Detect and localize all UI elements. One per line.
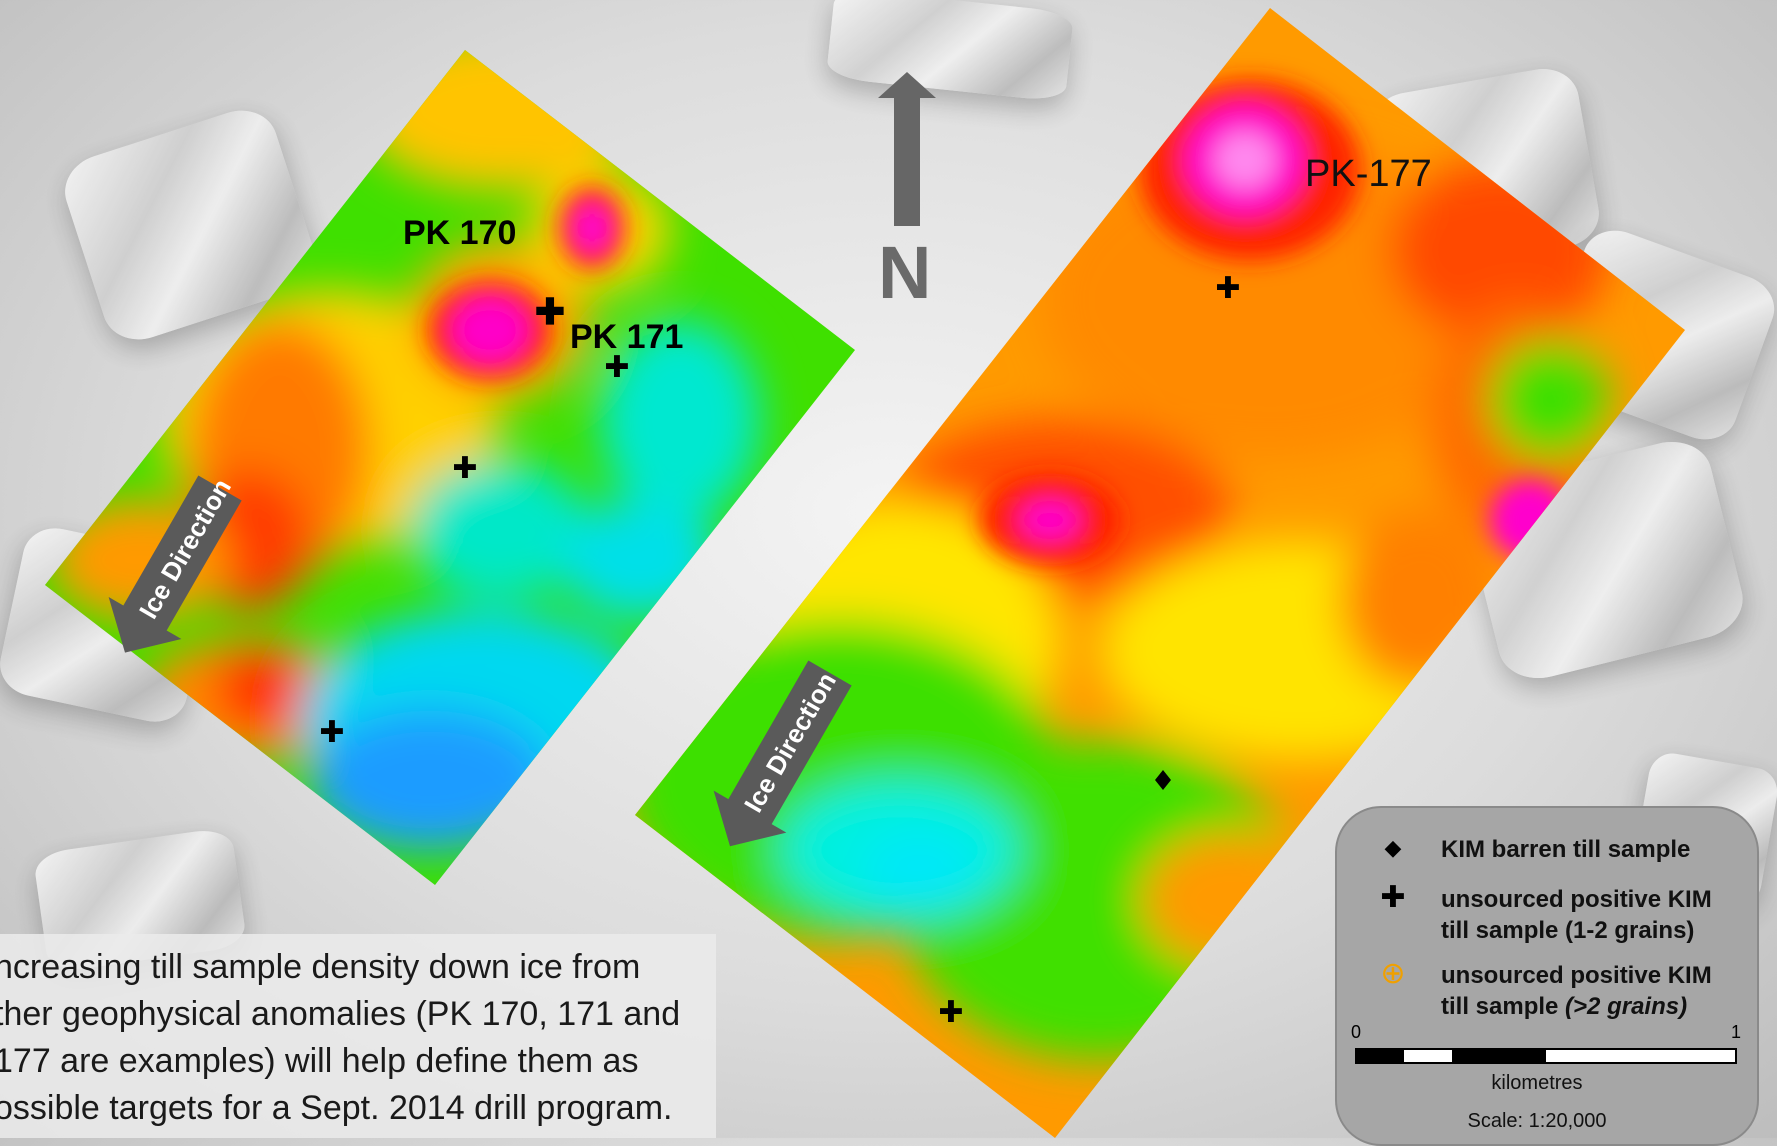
svg-text:✚: ✚ xyxy=(604,351,629,384)
scale-bar xyxy=(1355,1048,1737,1064)
pk177-label: PK-177 xyxy=(1305,153,1432,195)
caption-line: ncreasing till sample density down ice f… xyxy=(0,948,641,986)
north-arrow-icon xyxy=(878,72,936,226)
diamond-icon: ◆ xyxy=(1384,835,1402,860)
legend-box: ◆ KIM barren till sample ✚ unsourced pos… xyxy=(1335,806,1759,1146)
north-label: N xyxy=(878,231,932,314)
plus-icon: ✚ xyxy=(938,996,963,1029)
legend-item-label: unsourced positive KIM xyxy=(1441,886,1712,913)
scale-min-label: 0 xyxy=(1351,1022,1362,1042)
plus-icon: ✚ xyxy=(319,716,344,749)
svg-text:✚: ✚ xyxy=(535,291,565,332)
plus-icon: ✚ xyxy=(535,291,565,332)
scale-max-label: 1 xyxy=(1731,1022,1742,1042)
legend-item: ◆ KIM barren till sample xyxy=(1337,834,1691,865)
plus-icon: ✚ xyxy=(1380,881,1406,914)
legend-item-label-italic: (>2 grains) xyxy=(1565,993,1688,1020)
diamond-icon xyxy=(1155,770,1171,790)
caption-box: ncreasing till sample density down ice f… xyxy=(0,934,716,1138)
legend-item: ✚ unsourced positive KIM till sample (1-2… xyxy=(1337,881,1712,946)
svg-text:✚: ✚ xyxy=(1215,272,1240,305)
legend-item: ⊕ unsourced positive KIM till sample (>2 … xyxy=(1337,957,1712,1022)
svg-text:✚: ✚ xyxy=(938,996,963,1029)
caption-line: 177 are examples) will help define them … xyxy=(0,1042,639,1080)
circled-plus-icon: ⊕ xyxy=(1380,957,1406,990)
svg-text:✚: ✚ xyxy=(452,452,477,485)
scale-unit-label: kilometres xyxy=(1491,1072,1583,1094)
caption-line: ossible targets for a Sept. 2014 drill p… xyxy=(0,1089,673,1127)
scale-ratio-label: Scale: 1:20,000 xyxy=(1467,1110,1607,1132)
pk170-label: PK 170 xyxy=(403,214,516,252)
svg-text:✚: ✚ xyxy=(319,716,344,749)
plus-icon: ✚ xyxy=(452,452,477,485)
legend-item-label: KIM barren till sample xyxy=(1441,836,1691,863)
plus-icon: ✚ xyxy=(1215,272,1240,305)
legend-item-label: till sample (1-2 grains) xyxy=(1441,917,1695,944)
legend-item-label: till sample xyxy=(1441,993,1566,1020)
caption-line: ther geophysical anomalies (PK 170, 171 … xyxy=(0,995,681,1033)
legend-item-label: unsourced positive KIM xyxy=(1441,962,1712,989)
pk171-label: PK 171 xyxy=(570,318,683,356)
plus-icon: ✚ xyxy=(604,351,629,384)
